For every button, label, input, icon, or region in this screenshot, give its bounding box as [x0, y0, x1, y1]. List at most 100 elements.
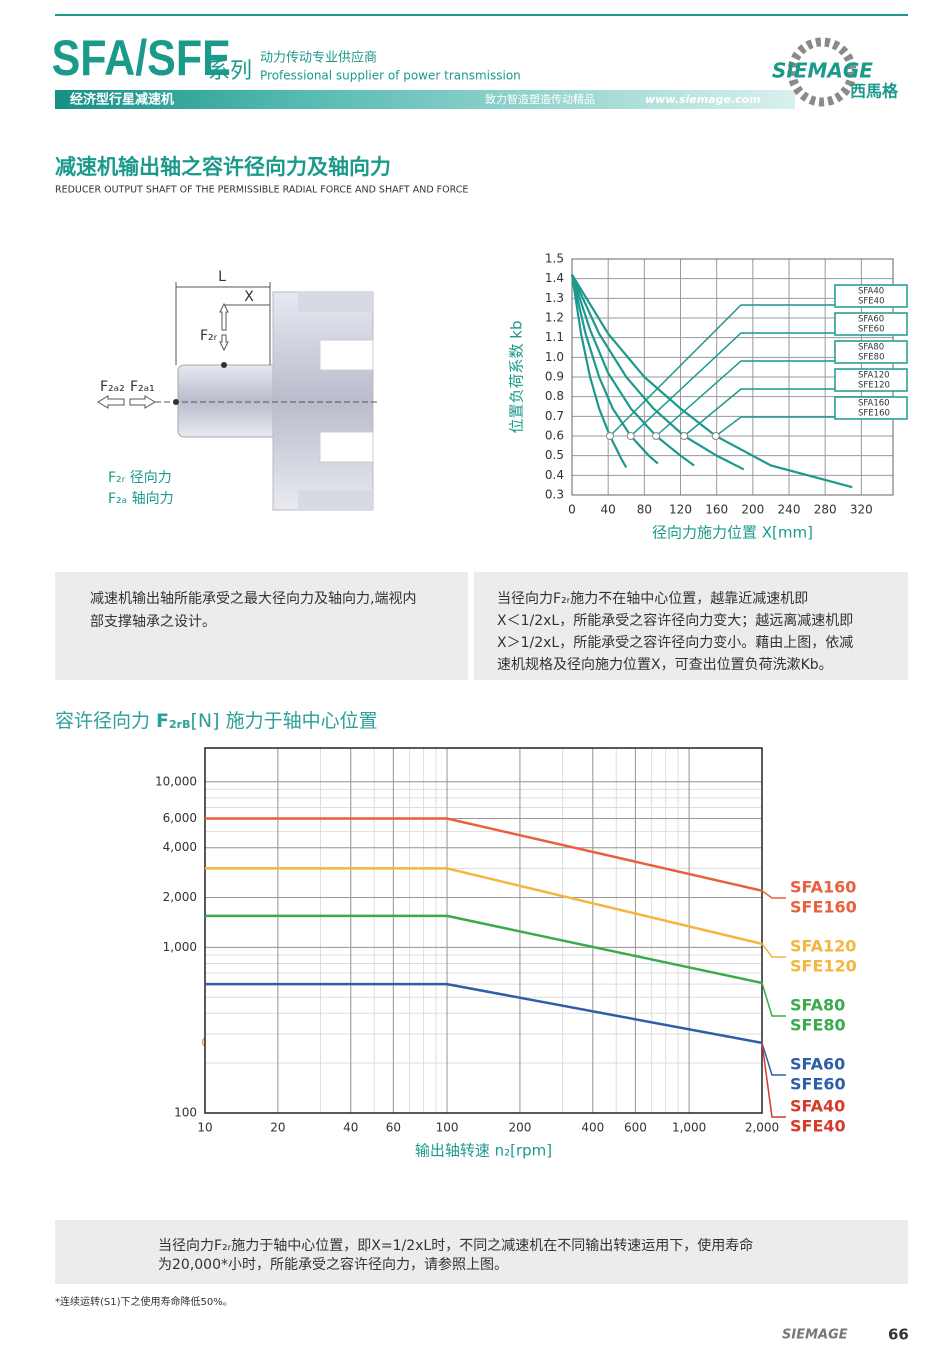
note-box [55, 1220, 908, 1284]
y-tick-label: 0.5 [545, 448, 564, 462]
marker [680, 432, 689, 440]
x-tick-label: 400 [581, 1121, 604, 1135]
legend-radial: F₂ᵣ 径向力 [108, 470, 172, 486]
y-tick-label: 6,000 [163, 811, 197, 825]
series-name: SFA/SFE [52, 30, 231, 86]
legend-label: SFA80 [790, 996, 845, 1015]
y-tick-label: 0.4 [545, 468, 564, 482]
legend-label: SFA160 [858, 399, 890, 409]
info-line: X＜1/2xL，所能承受之容许径向力变大；越远离减速机即 [497, 612, 853, 629]
x-axis-label: 输出轴转速 n₂[rpm] [415, 1142, 552, 1160]
marker [652, 432, 661, 440]
x-tick-label: 80 [637, 503, 652, 517]
y-tick-label: 1.2 [545, 311, 564, 325]
dim-x: X [244, 289, 254, 305]
legend-box [834, 340, 908, 364]
legend-label: SFE120 [858, 381, 890, 391]
leader-line [683, 388, 835, 437]
legend-label: SFA40 [790, 1097, 845, 1116]
legend-label: SFE80 [790, 1016, 846, 1035]
x-tick-label: 320 [850, 503, 873, 517]
y-tick-label: 0.3 [545, 488, 564, 502]
x-tick-label: 0 [568, 503, 576, 517]
x-tick-label: 160 [705, 503, 728, 517]
legend-label: SFA40 [858, 287, 884, 297]
header-band [55, 90, 795, 109]
series-suffix: 系列 [208, 59, 252, 84]
page-number: 66 [888, 1326, 909, 1344]
legend-label: SFE120 [790, 957, 857, 976]
marker [605, 432, 614, 440]
footer-brand: SIEMAGE [782, 1328, 848, 1343]
leader-line [715, 416, 835, 437]
brand-cn: 西馬格 [850, 82, 899, 101]
series-line [570, 274, 659, 465]
force-axial-1: F₂ₐ₁ [130, 379, 155, 395]
tagline-cn: 动力传动专业供应商 [260, 50, 377, 66]
brand: SIEMAGE [772, 59, 873, 83]
chart2-title: 容许径向力 F2rB[N] 施力于轴中心位置 [55, 710, 378, 732]
legend-label: SFE80 [858, 353, 884, 363]
legend-label: SFA80 [858, 343, 884, 353]
y-tick-label: 0.8 [545, 389, 564, 403]
legend-label: SFA120 [858, 371, 890, 381]
subtitle: 经济型行星减速机 [70, 92, 174, 108]
info-line: 减速机输出轴所能承受之最大径向力及轴向力,端视内 [90, 591, 416, 607]
force-radial: F₂ᵣ [200, 328, 218, 344]
x-tick-label: 240 [778, 503, 801, 517]
y-tick-label: 1.3 [545, 291, 564, 305]
plot-frame [204, 747, 763, 1114]
x-tick-label: 40 [343, 1121, 358, 1135]
legend-label: SFE40 [858, 297, 884, 307]
y-tick-label: 2,000 [163, 890, 197, 904]
x-tick-label: 280 [814, 503, 837, 517]
legend-box [834, 312, 908, 336]
leader-line [761, 943, 786, 958]
marker [711, 432, 720, 440]
legend-box [834, 368, 908, 392]
legend-label: SFE60 [858, 325, 884, 335]
legend-label: SFA120 [790, 937, 856, 956]
section-subtitle: REDUCER OUTPUT SHAFT OF THE PERMISSIBLE … [55, 185, 468, 196]
legend-label: SFE160 [790, 898, 857, 917]
y-tick-label: 10,000 [155, 774, 197, 788]
series-line [570, 274, 695, 467]
section-title: 减速机输出轴之容许径向力及轴向力 [55, 155, 391, 179]
series-line [205, 867, 763, 946]
y-tick-label: 0.6 [545, 429, 564, 443]
legend-label: SFE40 [790, 1117, 846, 1136]
title-part: [N] 施力于轴中心位置 [191, 710, 378, 732]
y-tick-label: 1.0 [545, 350, 564, 364]
note-line: 为20,000*小时，所能承受之容许径向力，请参照上图。 [158, 1256, 508, 1273]
leader-line [761, 890, 786, 899]
info-box [474, 572, 908, 680]
force-axial-2: F₂ₐ₂ [100, 379, 125, 395]
y-axis-label: 位置负荷系数 kb [508, 321, 526, 434]
slogan: 致力智造塑造传动精品 [485, 92, 595, 106]
x-tick-label: 10 [197, 1121, 212, 1135]
shaft-diagram [97, 282, 378, 511]
y-tick-label: 1,000 [163, 940, 197, 954]
tagline-en: Professional supplier of power transmiss… [260, 69, 521, 83]
info-line: 部支撑轴承之设计。 [90, 614, 216, 630]
legend-label: SFA60 [790, 1055, 845, 1074]
series-line [205, 817, 763, 892]
y-tick-label: 0.7 [545, 409, 564, 423]
leader-line [761, 1042, 786, 1118]
y-tick-label: 1.1 [545, 330, 564, 344]
x-tick-label: 1,000 [672, 1121, 706, 1135]
y-tick-label: 1.4 [545, 271, 564, 285]
y-tick-label: 4,000 [163, 840, 197, 854]
x-tick-label: 2,000 [745, 1121, 779, 1135]
dim-l: L [218, 269, 226, 285]
y-tick-label: 1.5 [545, 252, 564, 266]
legend-label: SFE160 [858, 409, 890, 419]
x-tick-label: 600 [624, 1121, 647, 1135]
url: www.siemage.com [645, 93, 761, 106]
x-tick-label: 100 [436, 1121, 459, 1135]
info-line: X＞1/2xL，所能承受之容许径向力变小。藉由上图，依减 [497, 634, 853, 651]
footnote: *连续运转(S1)下之使用寿命降低50%。 [55, 1295, 233, 1308]
title-part: F [156, 710, 169, 732]
